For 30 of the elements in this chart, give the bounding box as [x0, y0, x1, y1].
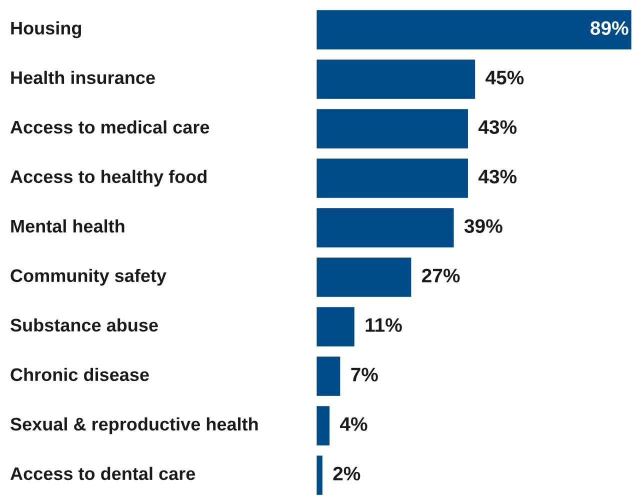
bar — [316, 8, 632, 51]
data-label: 27% — [422, 268, 460, 282]
y-tick-label: Sexual & reproductive health — [10, 417, 258, 434]
y-tick-label: Chronic disease — [10, 368, 149, 382]
y-tick-label: Access to healthy food — [10, 170, 206, 187]
data-label: 43% — [478, 170, 517, 184]
y-tick-label: Access to dental care — [10, 466, 196, 480]
data-label: 43% — [478, 120, 517, 134]
y-tick-label: Access to medical care — [10, 120, 210, 134]
y-tick-label: Housing — [11, 21, 82, 38]
bar — [316, 157, 470, 200]
bar — [316, 256, 413, 298]
data-label: 45% — [486, 70, 524, 84]
y-tick-label: Mental health — [11, 219, 124, 233]
data-label: 39% — [464, 219, 502, 233]
data-label: 4% — [340, 417, 368, 431]
data-label: 2% — [333, 466, 360, 480]
y-tick-label: Health insurance — [11, 70, 155, 84]
y-tick-label: Substance abuse — [10, 318, 158, 332]
bar — [316, 206, 456, 249]
bar — [316, 355, 342, 398]
data-label: 89% — [590, 21, 628, 35]
bar — [316, 404, 331, 447]
bar — [316, 108, 470, 150]
data-label: 11% — [366, 318, 402, 332]
data-label: 7% — [351, 368, 378, 382]
bar — [316, 454, 324, 496]
bar — [316, 58, 476, 100]
bar — [316, 306, 356, 348]
y-tick-label: Community safety — [10, 268, 166, 286]
